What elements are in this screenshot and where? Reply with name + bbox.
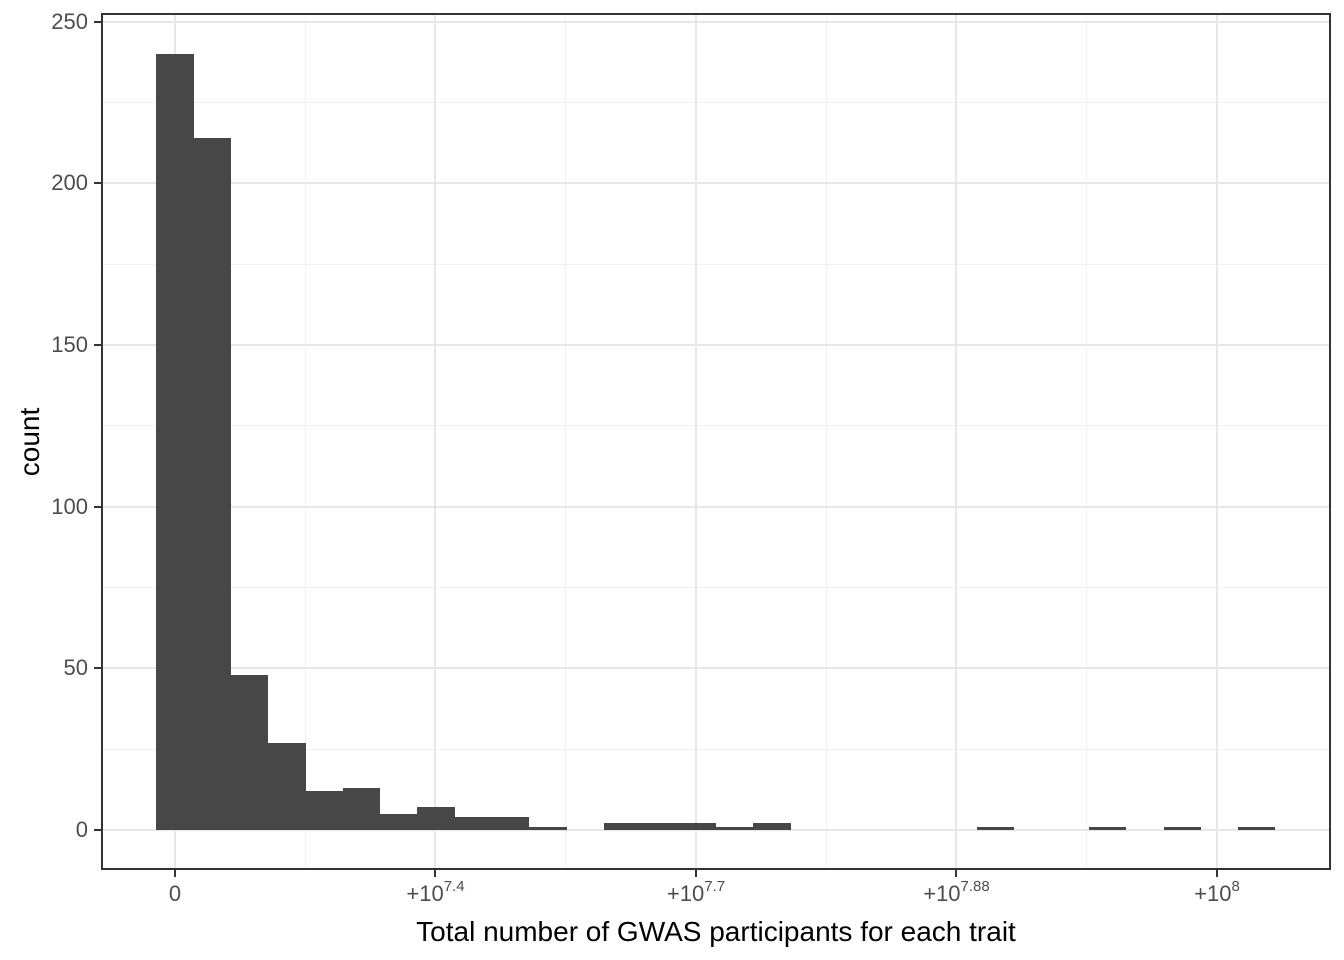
x-minor-gridline <box>825 15 827 868</box>
y-tick-label: 0 <box>75 816 88 842</box>
x-major-gridline <box>1215 15 1218 868</box>
x-tick-mark <box>1215 869 1218 877</box>
histogram-bar <box>529 826 567 830</box>
x-axis-title: Total number of GWAS participants for ea… <box>416 916 1016 947</box>
y-axis-title: count <box>14 407 45 476</box>
histogram-bar <box>417 807 455 830</box>
x-tick-label: +107.4 <box>406 877 465 906</box>
x-tick-label: +108 <box>1194 877 1240 906</box>
histogram-bar <box>492 816 529 830</box>
histogram-bar <box>1089 826 1126 830</box>
x-tick-mark <box>174 869 176 877</box>
x-tick-mark <box>434 869 437 877</box>
y-tick-mark <box>94 505 102 508</box>
histogram-bar <box>716 826 753 830</box>
y-tick-label: 250 <box>51 8 88 34</box>
y-tick-label: 200 <box>51 170 88 196</box>
histogram-bar <box>343 787 380 830</box>
histogram-bar <box>641 823 679 830</box>
y-minor-gridline <box>103 102 1329 104</box>
y-tick-mark <box>94 667 102 670</box>
y-tick-label: 150 <box>51 332 88 358</box>
y-tick-label: 50 <box>63 655 88 681</box>
y-tick-mark <box>94 182 102 185</box>
histogram-bar <box>268 742 306 830</box>
histogram-bar <box>231 674 268 830</box>
x-tick-mark <box>955 869 958 877</box>
x-minor-gridline <box>1086 15 1088 868</box>
y-major-gridline <box>103 667 1329 670</box>
y-minor-gridline <box>103 263 1329 265</box>
histogram-bar <box>679 823 716 830</box>
histogram-bar <box>455 816 492 830</box>
plot-panel <box>103 15 1329 868</box>
y-major-gridline <box>103 20 1329 23</box>
histogram-bar <box>380 813 417 830</box>
x-major-gridline <box>694 15 697 868</box>
x-tick-label: 0 <box>168 881 182 906</box>
x-tick-label: +107.88 <box>923 877 990 906</box>
y-major-gridline <box>103 182 1329 185</box>
x-major-gridline <box>955 15 958 868</box>
y-minor-gridline <box>103 425 1329 427</box>
histogram-bar <box>1238 826 1275 830</box>
y-minor-gridline <box>103 586 1329 588</box>
y-major-gridline <box>103 344 1329 347</box>
y-tick-label: 100 <box>51 493 88 519</box>
histogram-bar <box>604 823 641 830</box>
histogram-bar <box>1164 826 1201 830</box>
histogram-bar <box>977 826 1014 830</box>
x-tick-label: +107.7 <box>666 877 726 906</box>
y-tick-mark <box>94 20 102 23</box>
x-minor-gridline <box>304 15 306 868</box>
histogram-bar <box>306 791 343 830</box>
histogram-bar <box>753 823 791 830</box>
y-tick-mark <box>94 828 102 831</box>
histogram-bar <box>194 138 231 830</box>
histogram-bar <box>156 54 194 830</box>
x-major-gridline <box>434 15 437 868</box>
y-major-gridline <box>103 505 1329 508</box>
x-minor-gridline <box>565 15 567 868</box>
y-tick-mark <box>94 344 102 347</box>
x-tick-mark <box>694 869 697 877</box>
